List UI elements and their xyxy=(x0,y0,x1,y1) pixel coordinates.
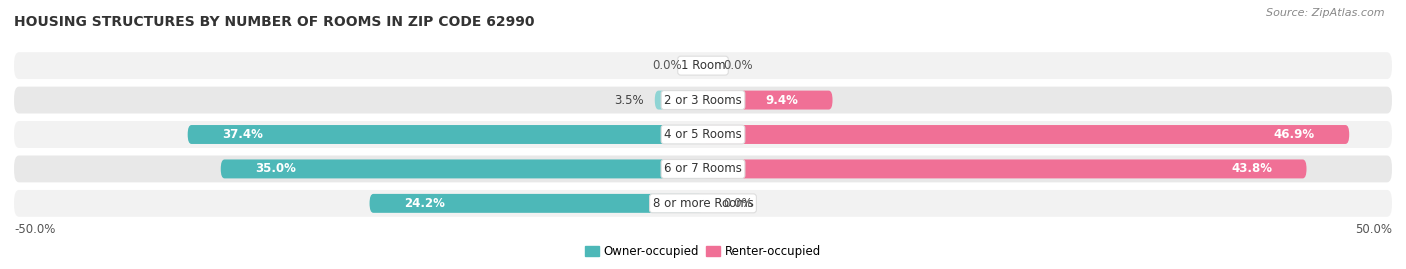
Text: 9.4%: 9.4% xyxy=(765,94,799,107)
FancyBboxPatch shape xyxy=(14,155,1392,182)
Text: 6 or 7 Rooms: 6 or 7 Rooms xyxy=(664,162,742,175)
FancyBboxPatch shape xyxy=(370,194,703,213)
FancyBboxPatch shape xyxy=(187,125,703,144)
FancyBboxPatch shape xyxy=(703,91,832,109)
Text: 50.0%: 50.0% xyxy=(1355,223,1392,236)
Text: 3.5%: 3.5% xyxy=(614,94,644,107)
Text: HOUSING STRUCTURES BY NUMBER OF ROOMS IN ZIP CODE 62990: HOUSING STRUCTURES BY NUMBER OF ROOMS IN… xyxy=(14,16,534,30)
Text: 37.4%: 37.4% xyxy=(222,128,263,141)
Text: 8 or more Rooms: 8 or more Rooms xyxy=(652,197,754,210)
Legend: Owner-occupied, Renter-occupied: Owner-occupied, Renter-occupied xyxy=(579,240,827,263)
Text: 4 or 5 Rooms: 4 or 5 Rooms xyxy=(664,128,742,141)
FancyBboxPatch shape xyxy=(14,52,1392,79)
FancyBboxPatch shape xyxy=(14,121,1392,148)
FancyBboxPatch shape xyxy=(703,125,1350,144)
Text: 43.8%: 43.8% xyxy=(1232,162,1272,175)
FancyBboxPatch shape xyxy=(655,91,703,109)
Text: -50.0%: -50.0% xyxy=(14,223,55,236)
Text: 0.0%: 0.0% xyxy=(724,59,754,72)
FancyBboxPatch shape xyxy=(14,190,1392,217)
Text: 0.0%: 0.0% xyxy=(652,59,682,72)
FancyBboxPatch shape xyxy=(221,160,703,178)
Text: Source: ZipAtlas.com: Source: ZipAtlas.com xyxy=(1267,8,1385,18)
Text: 2 or 3 Rooms: 2 or 3 Rooms xyxy=(664,94,742,107)
Text: 24.2%: 24.2% xyxy=(404,197,444,210)
FancyBboxPatch shape xyxy=(703,160,1306,178)
Text: 0.0%: 0.0% xyxy=(724,197,754,210)
Text: 35.0%: 35.0% xyxy=(254,162,297,175)
FancyBboxPatch shape xyxy=(14,87,1392,114)
Text: 1 Room: 1 Room xyxy=(681,59,725,72)
Text: 46.9%: 46.9% xyxy=(1274,128,1315,141)
